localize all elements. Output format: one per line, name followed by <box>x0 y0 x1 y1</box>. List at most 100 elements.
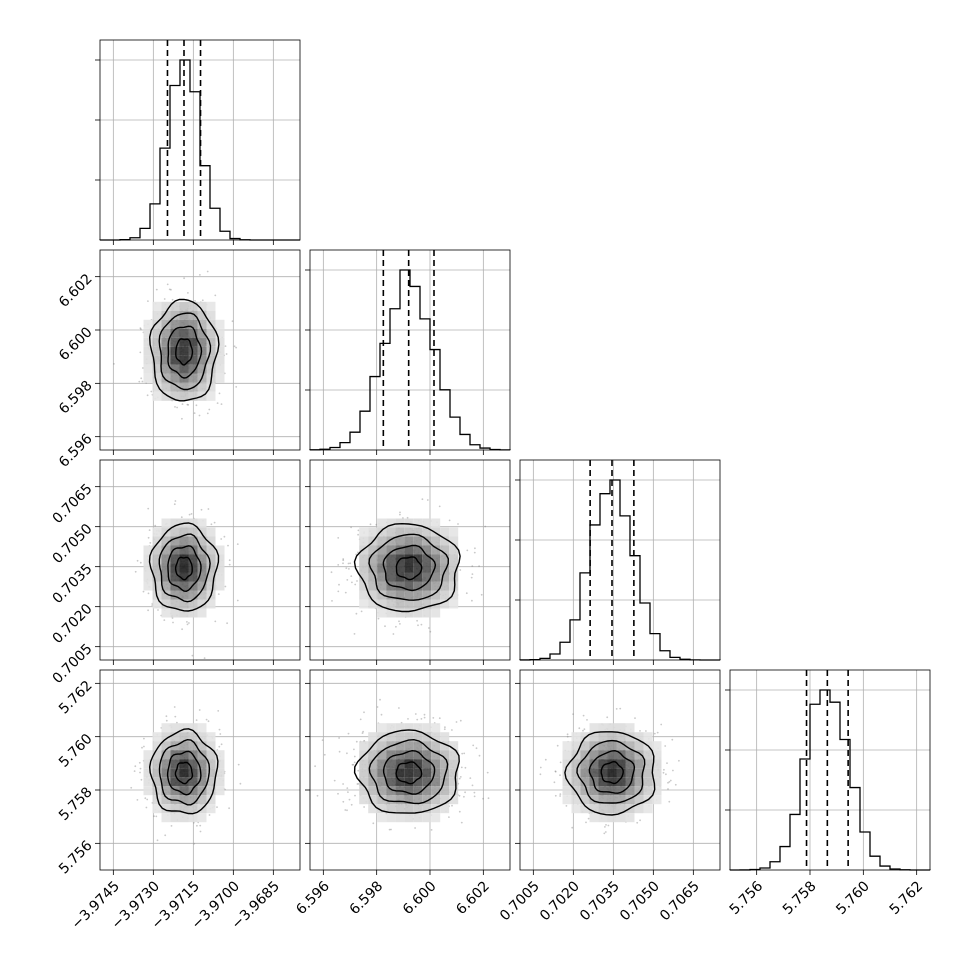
density-cell <box>386 786 396 796</box>
scatter-point <box>165 715 168 718</box>
scatter-point <box>171 298 174 301</box>
contour-level-2 <box>167 325 203 379</box>
density-cell <box>359 563 369 573</box>
density-cell <box>161 813 171 823</box>
panels-layer <box>95 39 931 875</box>
panel-content <box>310 460 510 660</box>
scatter-point <box>138 761 141 764</box>
density-cell <box>368 563 378 573</box>
density-cell <box>386 572 396 582</box>
density-cell <box>161 364 171 374</box>
density-cell <box>449 599 459 609</box>
scatter-point <box>198 414 201 417</box>
scatter-point <box>193 842 196 845</box>
density-cell <box>386 768 396 778</box>
density-cell <box>359 527 369 537</box>
density-cell <box>571 795 581 805</box>
scatter-point <box>379 698 381 701</box>
density-cell <box>422 768 432 778</box>
density-cell <box>386 813 396 823</box>
scatter-point <box>145 806 148 809</box>
density-cell <box>616 759 626 769</box>
scatter-point <box>473 795 476 798</box>
density-cell <box>188 391 198 401</box>
scatter-point <box>195 404 198 407</box>
scatter-point <box>356 783 359 785</box>
density-cell <box>386 759 396 769</box>
scatter-point <box>146 394 149 397</box>
density-cell <box>404 795 414 805</box>
density-cell <box>368 804 378 814</box>
scatter-point <box>559 793 562 795</box>
scatter-point <box>206 270 209 273</box>
density-cell <box>188 301 198 311</box>
scatter-point <box>478 754 481 757</box>
scatter-point <box>323 753 326 756</box>
density-cell <box>607 741 617 751</box>
scatter-point <box>154 524 157 527</box>
scatter-point <box>134 765 137 768</box>
density-cell <box>589 741 599 751</box>
scatter-point <box>176 721 178 724</box>
density-cell <box>170 572 180 582</box>
scatter-point <box>353 755 356 758</box>
density-cell <box>607 804 617 814</box>
scatter-point <box>214 620 217 623</box>
density-cell <box>179 310 189 320</box>
density-cell <box>562 768 572 778</box>
density-cell <box>616 732 626 742</box>
scatter-point <box>363 806 365 808</box>
density-cell <box>440 732 450 742</box>
density-cell <box>206 355 216 365</box>
density-cell <box>377 786 387 796</box>
density-cell <box>368 777 378 787</box>
scatter-point <box>174 406 176 408</box>
density-cell <box>188 599 198 609</box>
density-cell <box>368 581 378 591</box>
density-cell <box>143 328 153 338</box>
density-cell <box>197 599 207 609</box>
scatter-point <box>372 822 375 825</box>
density-cell <box>206 750 216 760</box>
contour-level-2 <box>382 749 436 795</box>
scatter-point <box>559 774 561 777</box>
scatter-point <box>141 746 143 749</box>
scatter-point <box>392 633 395 635</box>
density-cell <box>152 741 162 751</box>
scatter-point <box>480 593 483 596</box>
scatter-point <box>463 795 465 798</box>
density-cell <box>404 768 414 778</box>
scatter-point <box>139 561 142 564</box>
density-cell <box>404 527 414 537</box>
scatter-point <box>461 752 464 755</box>
scatter-point <box>667 788 669 790</box>
density-cell <box>404 554 414 564</box>
density-cell <box>170 554 180 564</box>
density-cell <box>562 777 572 787</box>
density-cell <box>440 581 450 591</box>
scatter-point <box>407 718 409 720</box>
density-cell <box>161 301 171 311</box>
scatter-point <box>354 583 357 586</box>
density-cell <box>395 563 405 573</box>
scatter-point <box>665 773 667 776</box>
scatter-point <box>423 716 426 719</box>
density-cell <box>386 590 396 600</box>
density-cell <box>179 581 189 591</box>
density-cell <box>377 741 387 751</box>
scatter-point <box>149 542 152 544</box>
density-cell <box>431 590 441 600</box>
scatter-point <box>414 827 416 829</box>
density-cell <box>368 599 378 609</box>
density-cell <box>386 599 396 609</box>
density-cell <box>197 355 207 365</box>
scatter-point <box>236 599 239 602</box>
density-cell <box>413 795 423 805</box>
density-cell <box>197 590 207 600</box>
density-cell <box>413 599 423 609</box>
scatter-point <box>482 797 484 800</box>
scatter-point <box>220 538 223 540</box>
scatter-point <box>138 380 141 383</box>
scatter-point <box>355 553 358 556</box>
scatter-point <box>380 713 383 716</box>
